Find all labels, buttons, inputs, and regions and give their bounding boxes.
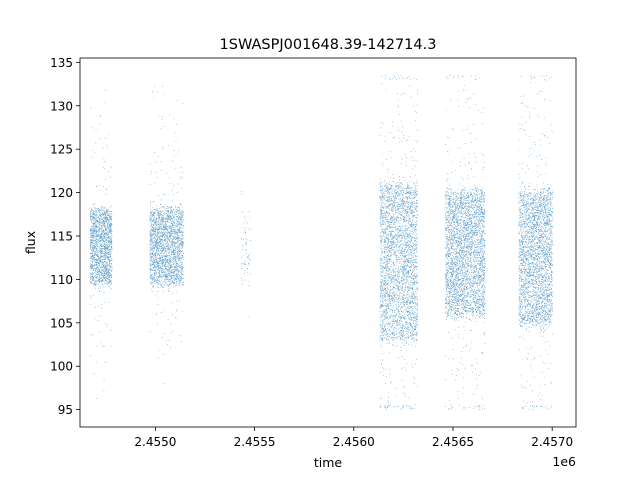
y-tick-label: 100 — [50, 360, 73, 374]
x-tick-label: 2.4565 — [432, 435, 474, 449]
y-tick-label: 135 — [50, 56, 73, 70]
plot-frame — [79, 57, 577, 428]
x-axis-label: time — [314, 455, 343, 470]
x-tick-label: 2.4570 — [531, 435, 573, 449]
y-tick-label: 130 — [50, 99, 73, 113]
flux-scatter-points — [89, 75, 553, 410]
data-points — [89, 75, 553, 410]
x-tick-label: 2.4560 — [333, 435, 375, 449]
y-tick-label: 120 — [50, 186, 73, 200]
y-axis-label: flux — [23, 231, 38, 254]
y-tick-label: 105 — [50, 316, 73, 330]
y-tick-label: 95 — [58, 403, 73, 417]
y-tick-label: 115 — [50, 229, 73, 243]
x-tick-label: 2.4550 — [134, 435, 176, 449]
x-axis-offset-label: 1e6 — [552, 454, 576, 469]
x-axis-ticks: 2.4550 2.4555 2.4560 2.4565 2.4570 — [134, 427, 573, 449]
y-axis-ticks: 95 100 105 110 115 120 125 130 135 — [50, 56, 80, 417]
chart-title: 1SWASPJ001648.39-142714.3 — [220, 37, 437, 53]
x-tick-label: 2.4555 — [234, 435, 276, 449]
y-tick-label: 125 — [50, 143, 73, 157]
y-tick-label: 110 — [50, 273, 73, 287]
